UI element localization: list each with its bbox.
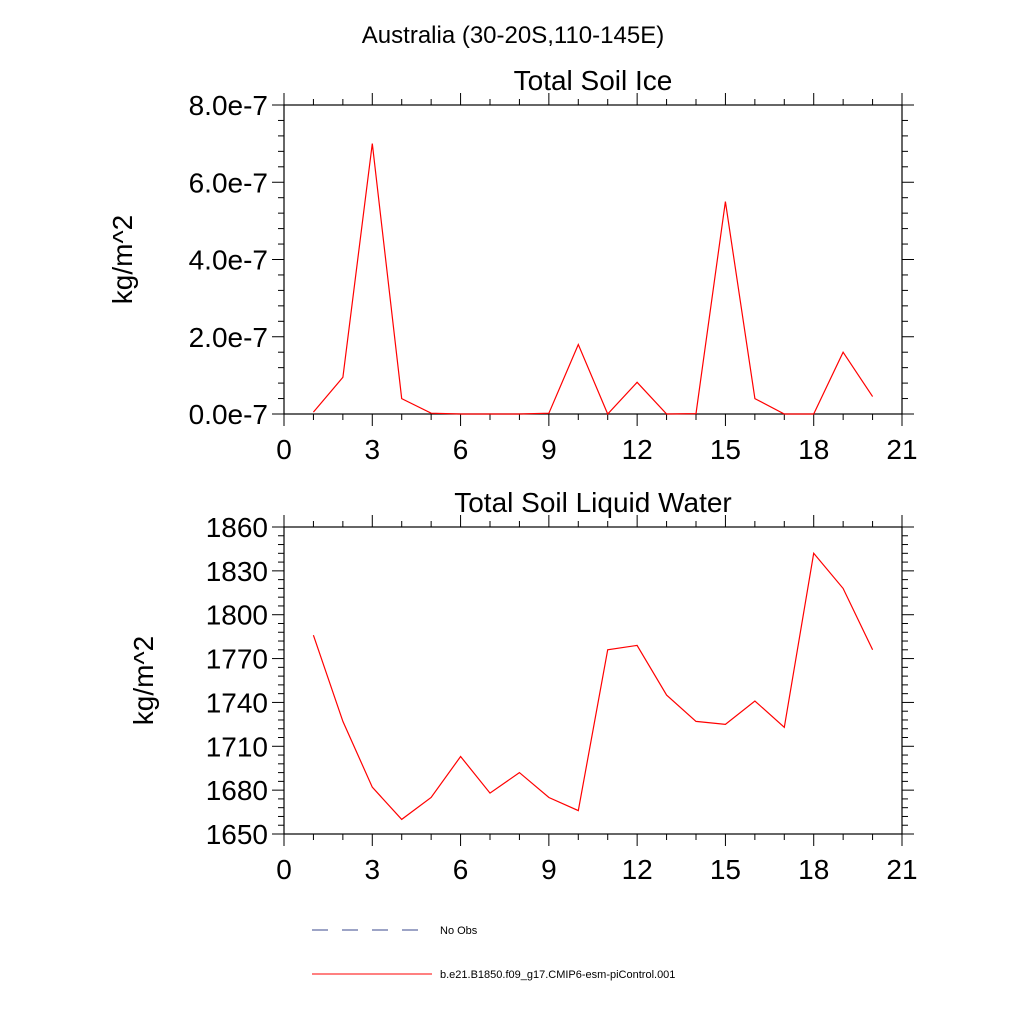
legend-label-no-obs: No Obs [440, 925, 478, 937]
y-axis-label: kg/m^2 [107, 215, 138, 304]
y-tick-label: 1740 [206, 687, 268, 718]
x-tick-label: 18 [798, 854, 829, 885]
y-tick-label: 4.0e-7 [189, 245, 268, 276]
y-tick-label: 1680 [206, 775, 268, 806]
panel-total-soil-ice: 0 3 6 9 12 15 18 21 0.0e-7 2.0e-7 4.0e-7 6.0e-7 8.0e… [107, 65, 918, 465]
y-tick-label: 0.0e-7 [189, 399, 268, 430]
x-tick-label: 3 [364, 854, 380, 885]
y-tick-label: 8.0e-7 [189, 90, 268, 121]
legend-label-model-run: b.e21.B1850.f09_g17.CMIP6-esm-piControl.… [440, 969, 675, 981]
x-tick-label: 21 [886, 854, 917, 885]
x-tick-label: 9 [541, 434, 557, 465]
y-tick-label: 1800 [206, 600, 268, 631]
y-axis-label: kg/m^2 [128, 636, 159, 725]
y-tick-label: 1710 [206, 731, 268, 762]
plot-frame [283, 104, 903, 415]
x-tick-label: 21 [886, 434, 917, 465]
x-tick-label: 12 [622, 854, 653, 885]
x-tick-label: 6 [453, 434, 469, 465]
x-tick-label: 6 [453, 854, 469, 885]
x-tick-label: 15 [710, 434, 741, 465]
series-line [312, 551, 874, 821]
series-line [312, 143, 874, 416]
plot-frame [283, 526, 903, 835]
y-tick-label: 6.0e-7 [189, 167, 268, 198]
y-tick-label: 1830 [206, 556, 268, 587]
x-tick-label: 18 [798, 434, 829, 465]
x-tick-label: 9 [541, 854, 557, 885]
y-tick-label: 1860 [206, 512, 268, 543]
y-tick-label: 1650 [206, 819, 268, 850]
x-tick-label: 15 [710, 854, 741, 885]
x-tick-label: 12 [622, 434, 653, 465]
chart-title: Total Soil Liquid Water [454, 487, 732, 518]
legend: No Obs b.e21.B1850.f09_g17.CMIP6-esm-piC… [312, 925, 675, 981]
y-tick-label: 2.0e-7 [189, 322, 268, 353]
x-tick-label: 0 [276, 434, 292, 465]
y-tick-label: 1770 [206, 644, 268, 675]
x-tick-label: 3 [364, 434, 380, 465]
panel-total-soil-liquid-water: 0 3 6 9 12 15 18 21 1650 1680 1710 1740 1770 1800 1830… [128, 487, 918, 885]
x-tick-label: 0 [276, 854, 292, 885]
page-title: Australia (30-20S,110-145E) [362, 22, 664, 49]
chart-title: Total Soil Ice [514, 65, 673, 96]
